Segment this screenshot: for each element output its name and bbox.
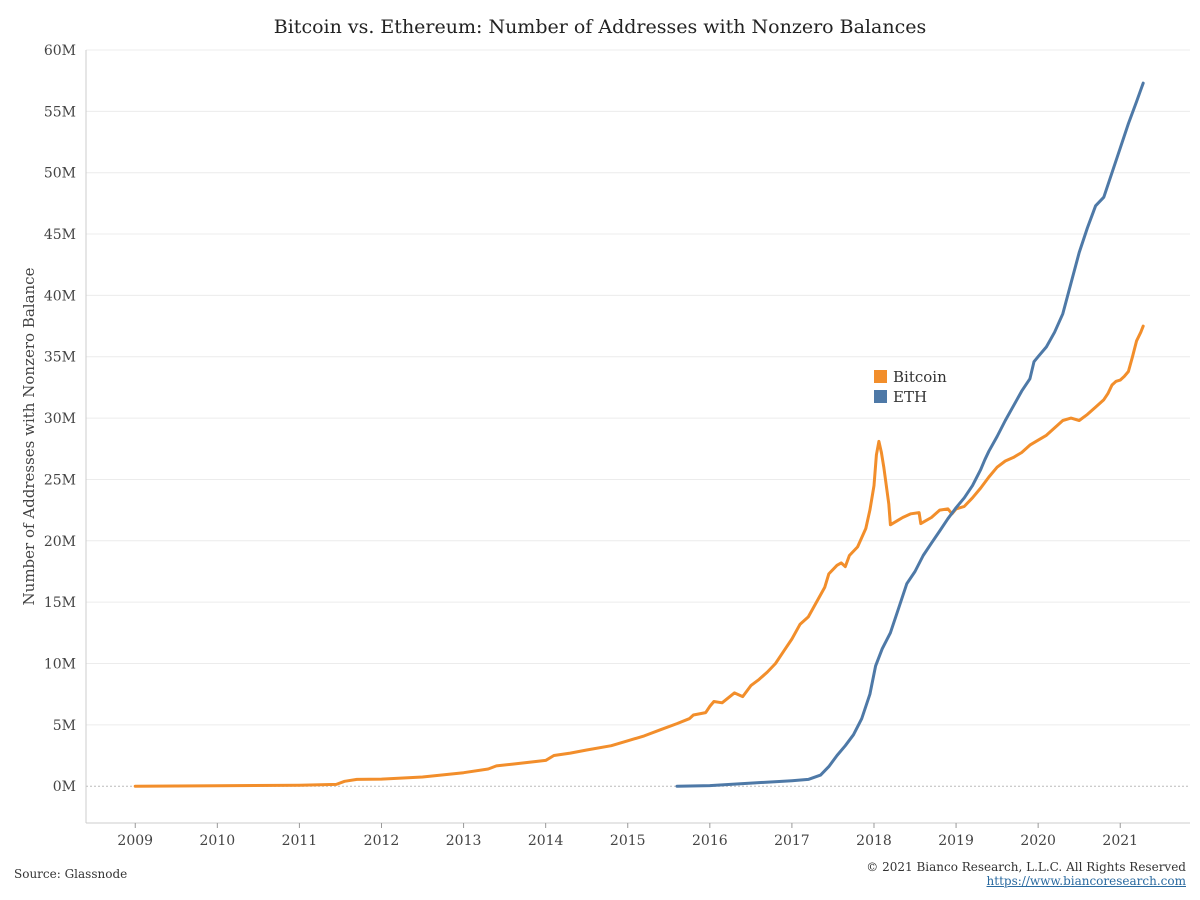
series-line-bitcoin (133, 324, 1145, 788)
x-tick-label: 2010 (200, 833, 236, 849)
x-tick-label: 2011 (282, 833, 318, 849)
legend-label-eth: ETH (893, 388, 927, 406)
source-note: Source: Glassnode (14, 867, 128, 881)
y-tick-label: 25M (44, 472, 76, 488)
x-tick-label: 2016 (692, 833, 728, 849)
axes: 0M 5M 10M 15M 20M 25M 30M 35M 40M 45M 50M 55M 60M 200… (20, 43, 1190, 849)
series-line-eth (675, 81, 1145, 788)
x-tick-label: 2009 (117, 833, 153, 849)
y-tick-label: 60M (44, 43, 76, 59)
chart-title: Bitcoin vs. Ethereum: Number of Addresse… (273, 16, 927, 38)
legend-swatch-bitcoin (874, 370, 887, 383)
y-tick-label: 35M (44, 350, 76, 366)
x-tick-label: 2017 (774, 833, 810, 849)
y-tick-label: 55M (44, 104, 76, 120)
series-lines (133, 81, 1145, 788)
x-tick-label: 2012 (364, 833, 400, 849)
copyright-note: © 2021 Bianco Research, L.L.C. All Right… (866, 860, 1186, 874)
gridlines (86, 49, 1190, 787)
y-axis-title: Number of Addresses with Nonzero Balance (20, 267, 38, 605)
y-tick-label: 5M (53, 718, 76, 734)
x-tick-label: 2021 (1102, 833, 1138, 849)
y-tick-label: 45M (44, 227, 76, 243)
website-link[interactable]: https://www.biancoresearch.com (986, 874, 1186, 888)
legend-label-bitcoin: Bitcoin (893, 368, 947, 386)
y-tick-label: 15M (44, 595, 76, 611)
y-tick-label: 0M (53, 779, 76, 795)
x-tick-label: 2013 (446, 833, 482, 849)
legend-swatch-eth (874, 390, 887, 403)
x-tick-label: 2014 (528, 833, 564, 849)
y-tick-label: 40M (44, 288, 76, 304)
x-tick-label: 2020 (1020, 833, 1056, 849)
x-tick-label: 2018 (856, 833, 892, 849)
y-tick-label: 10M (44, 656, 76, 672)
x-tick-label: 2019 (938, 833, 974, 849)
y-tick-label: 30M (44, 411, 76, 427)
x-tick-label: 2015 (610, 833, 646, 849)
legend: Bitcoin ETH (874, 368, 947, 406)
y-tick-label: 20M (44, 534, 76, 550)
y-tick-label: 50M (44, 166, 76, 182)
